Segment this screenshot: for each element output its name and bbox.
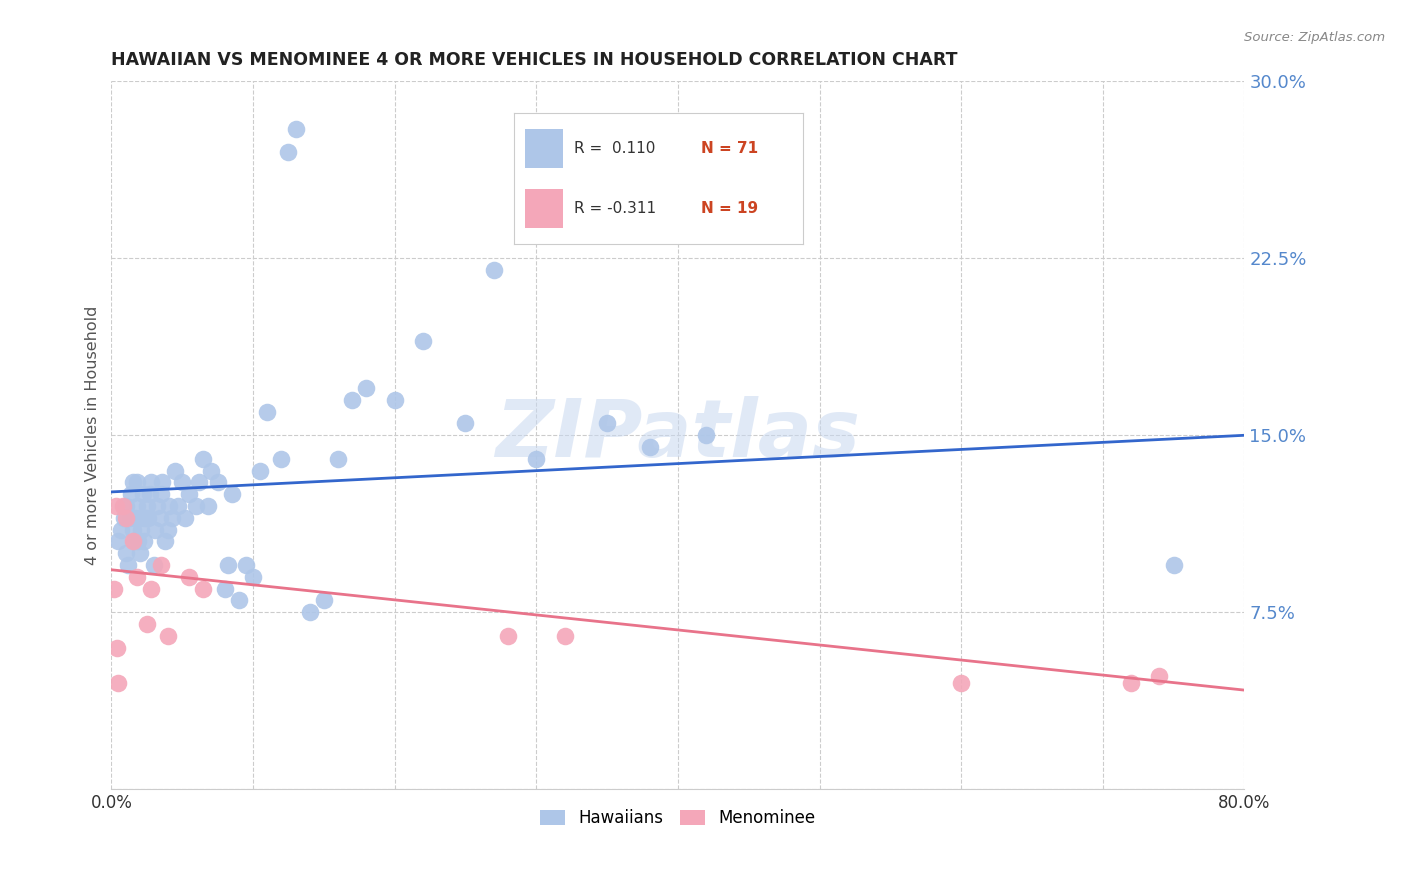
Point	[1119, 676, 1142, 690]
Point	[149, 558, 172, 572]
Point	[1149, 669, 1171, 683]
Point	[139, 582, 162, 596]
Point	[312, 593, 335, 607]
Point	[111, 499, 134, 513]
Point	[412, 334, 434, 348]
Point	[120, 487, 142, 501]
Point	[284, 121, 307, 136]
Point	[221, 487, 243, 501]
Point	[138, 487, 160, 501]
Point	[122, 534, 145, 549]
Point	[298, 605, 321, 619]
Point	[124, 511, 146, 525]
Point	[149, 487, 172, 501]
Point	[125, 475, 148, 490]
Point	[695, 428, 717, 442]
Point	[496, 629, 519, 643]
Point	[228, 593, 250, 607]
Point	[121, 523, 143, 537]
Point	[114, 511, 136, 525]
Point	[200, 464, 222, 478]
Point	[950, 676, 973, 690]
Point	[145, 499, 167, 513]
Point	[277, 145, 299, 160]
Point	[110, 523, 132, 537]
Point	[143, 523, 166, 537]
Point	[214, 582, 236, 596]
Point	[103, 582, 125, 596]
Point	[157, 629, 180, 643]
Point	[131, 487, 153, 501]
Point	[121, 534, 143, 549]
Point	[112, 511, 135, 525]
Point	[165, 464, 187, 478]
Point	[193, 582, 215, 596]
Point	[107, 534, 129, 549]
Text: HAWAIIAN VS MENOMINEE 4 OR MORE VEHICLES IN HOUSEHOLD CORRELATION CHART: HAWAIIAN VS MENOMINEE 4 OR MORE VEHICLES…	[111, 51, 957, 69]
Point	[256, 405, 278, 419]
Point	[127, 534, 149, 549]
Y-axis label: 4 or more Vehicles in Household: 4 or more Vehicles in Household	[86, 306, 100, 565]
Point	[135, 617, 157, 632]
Point	[121, 475, 143, 490]
Point	[132, 534, 155, 549]
Point	[148, 511, 170, 525]
Text: Source: ZipAtlas.com: Source: ZipAtlas.com	[1244, 31, 1385, 45]
Point	[524, 451, 547, 466]
Point	[128, 546, 150, 560]
Point	[242, 570, 264, 584]
Point	[155, 534, 177, 549]
Point	[1163, 558, 1185, 572]
Point	[179, 570, 201, 584]
Point	[105, 640, 128, 655]
Point	[125, 499, 148, 513]
Point	[136, 511, 159, 525]
Point	[114, 499, 136, 513]
Point	[340, 392, 363, 407]
Point	[134, 511, 156, 525]
Point	[482, 263, 505, 277]
Point	[128, 511, 150, 525]
Point	[139, 475, 162, 490]
Text: ZIPatlas: ZIPatlas	[495, 396, 860, 475]
Legend: Hawaiians, Menominee: Hawaiians, Menominee	[533, 803, 823, 834]
Point	[114, 546, 136, 560]
Point	[118, 511, 141, 525]
Point	[162, 511, 184, 525]
Point	[638, 440, 661, 454]
Point	[167, 499, 190, 513]
Point	[125, 570, 148, 584]
Point	[129, 523, 152, 537]
Point	[117, 558, 139, 572]
Point	[270, 451, 292, 466]
Point	[186, 499, 208, 513]
Point	[159, 499, 181, 513]
Point	[554, 629, 576, 643]
Point	[207, 475, 229, 490]
Point	[172, 475, 194, 490]
Point	[235, 558, 257, 572]
Point	[107, 676, 129, 690]
Point	[174, 511, 197, 525]
Point	[188, 475, 211, 490]
Point	[326, 451, 349, 466]
Point	[179, 487, 201, 501]
Point	[193, 451, 215, 466]
Point	[152, 475, 174, 490]
Point	[356, 381, 378, 395]
Point	[197, 499, 219, 513]
Point	[217, 558, 239, 572]
Point	[596, 417, 619, 431]
Point	[157, 523, 180, 537]
Point	[104, 499, 127, 513]
Point	[384, 392, 406, 407]
Point	[249, 464, 271, 478]
Point	[454, 417, 477, 431]
Point	[142, 558, 165, 572]
Point	[135, 499, 157, 513]
